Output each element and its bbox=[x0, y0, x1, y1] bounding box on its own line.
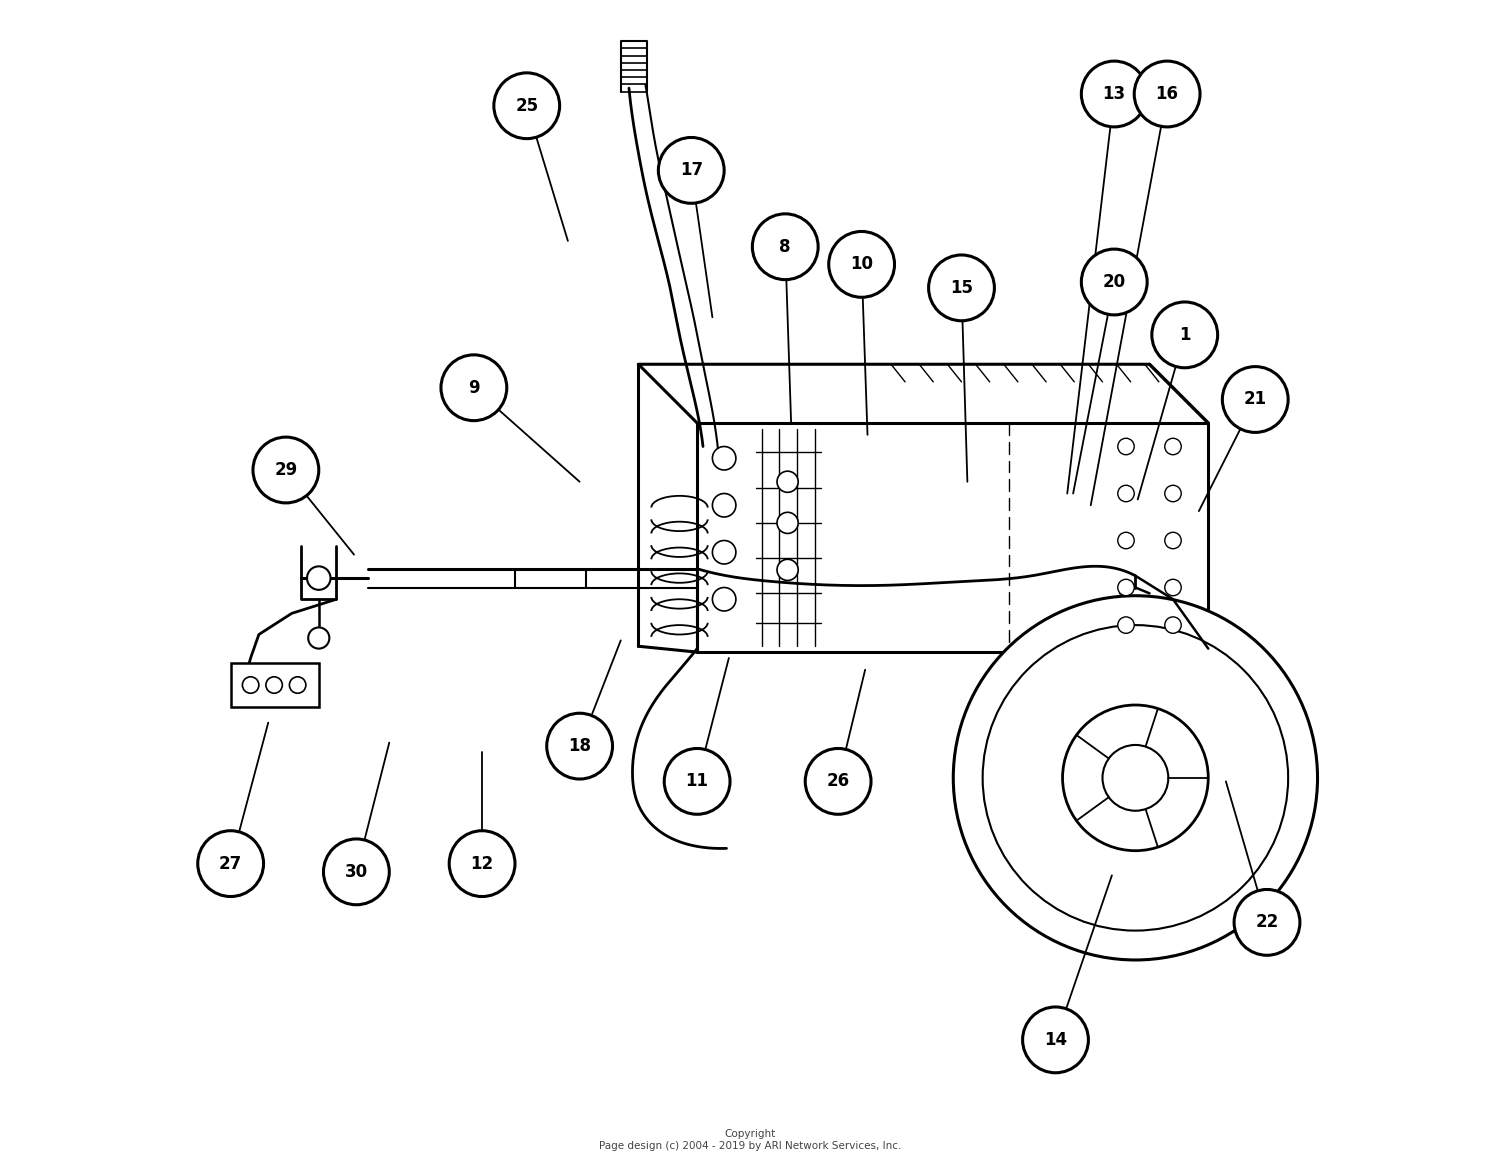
Circle shape bbox=[777, 471, 798, 492]
Circle shape bbox=[1166, 485, 1180, 502]
Circle shape bbox=[254, 437, 320, 503]
Text: 22: 22 bbox=[1256, 913, 1278, 932]
Text: 21: 21 bbox=[1244, 390, 1268, 409]
Circle shape bbox=[1152, 302, 1218, 368]
Circle shape bbox=[1166, 617, 1180, 633]
Text: 25: 25 bbox=[514, 96, 538, 115]
Circle shape bbox=[1082, 249, 1148, 315]
Circle shape bbox=[324, 839, 390, 905]
Circle shape bbox=[1166, 532, 1180, 549]
Circle shape bbox=[1118, 579, 1134, 596]
Text: 20: 20 bbox=[1102, 273, 1126, 291]
Circle shape bbox=[777, 512, 798, 533]
Circle shape bbox=[1166, 579, 1180, 596]
Text: Copyright
Page design (c) 2004 - 2019 by ARI Network Services, Inc.: Copyright Page design (c) 2004 - 2019 by… bbox=[598, 1129, 902, 1150]
Circle shape bbox=[1222, 367, 1288, 432]
Text: 8: 8 bbox=[780, 237, 790, 256]
Circle shape bbox=[266, 677, 282, 693]
Circle shape bbox=[1166, 438, 1180, 455]
Circle shape bbox=[712, 588, 736, 611]
Circle shape bbox=[954, 596, 1317, 960]
Circle shape bbox=[1134, 61, 1200, 127]
Circle shape bbox=[198, 831, 264, 897]
Text: 14: 14 bbox=[1044, 1030, 1066, 1049]
Circle shape bbox=[243, 677, 260, 693]
Circle shape bbox=[448, 831, 514, 897]
Circle shape bbox=[1062, 705, 1209, 851]
Text: 18: 18 bbox=[568, 737, 591, 756]
Circle shape bbox=[712, 494, 736, 517]
Circle shape bbox=[308, 566, 330, 590]
Text: 10: 10 bbox=[850, 255, 873, 274]
Text: 29: 29 bbox=[274, 461, 297, 479]
Circle shape bbox=[494, 73, 560, 139]
Text: 9: 9 bbox=[468, 378, 480, 397]
Circle shape bbox=[1118, 617, 1134, 633]
Circle shape bbox=[982, 625, 1288, 931]
Circle shape bbox=[928, 255, 994, 321]
Text: 11: 11 bbox=[686, 772, 708, 791]
Circle shape bbox=[1102, 745, 1168, 811]
Circle shape bbox=[806, 748, 871, 814]
Circle shape bbox=[1118, 532, 1134, 549]
Text: 16: 16 bbox=[1155, 85, 1179, 103]
Circle shape bbox=[712, 446, 736, 470]
Circle shape bbox=[828, 231, 894, 297]
Circle shape bbox=[712, 540, 736, 564]
Circle shape bbox=[290, 677, 306, 693]
Text: 30: 30 bbox=[345, 862, 368, 881]
Text: 27: 27 bbox=[219, 854, 243, 873]
Circle shape bbox=[753, 214, 818, 280]
Circle shape bbox=[1234, 889, 1300, 955]
Circle shape bbox=[1118, 438, 1134, 455]
Text: 26: 26 bbox=[827, 772, 849, 791]
FancyBboxPatch shape bbox=[231, 663, 320, 707]
Text: 15: 15 bbox=[950, 278, 974, 297]
Circle shape bbox=[664, 748, 730, 814]
Circle shape bbox=[777, 559, 798, 580]
Circle shape bbox=[658, 137, 724, 203]
Circle shape bbox=[546, 713, 612, 779]
Circle shape bbox=[441, 355, 507, 421]
Circle shape bbox=[1023, 1007, 1089, 1073]
Text: 1: 1 bbox=[1179, 325, 1191, 344]
Circle shape bbox=[1082, 61, 1148, 127]
Text: 13: 13 bbox=[1102, 85, 1126, 103]
Circle shape bbox=[308, 627, 330, 649]
Circle shape bbox=[1118, 485, 1134, 502]
Text: 12: 12 bbox=[471, 854, 494, 873]
Text: 17: 17 bbox=[680, 161, 703, 180]
